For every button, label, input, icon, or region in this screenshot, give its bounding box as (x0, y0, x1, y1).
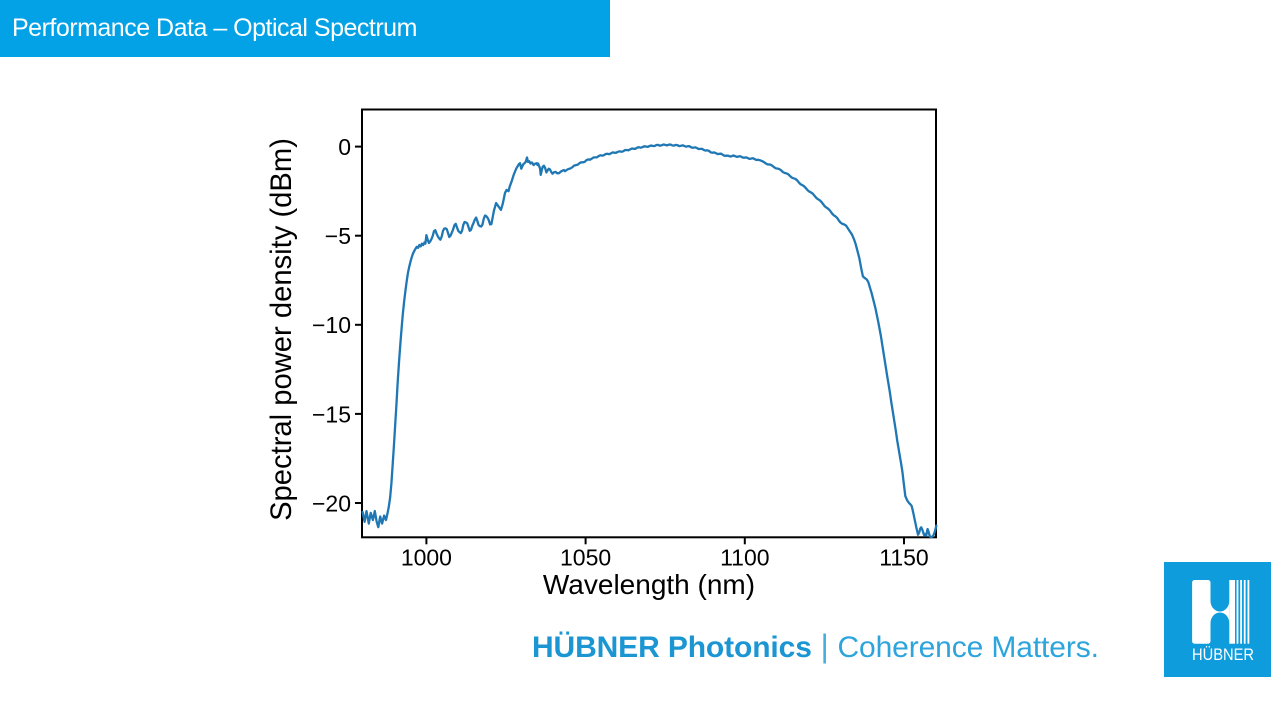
svg-text:1100: 1100 (720, 544, 769, 570)
svg-text:−5: −5 (325, 223, 351, 249)
svg-text:−10: −10 (312, 312, 351, 338)
svg-text:1150: 1150 (879, 544, 928, 570)
svg-text:Spectral power density (dBm): Spectral power density (dBm) (266, 138, 298, 521)
svg-text:Wavelength (nm): Wavelength (nm) (543, 569, 755, 600)
svg-text:−20: −20 (312, 490, 351, 516)
svg-text:1000: 1000 (401, 544, 452, 570)
svg-text:1050: 1050 (560, 544, 611, 570)
svg-text:HÜBNER: HÜBNER (1192, 645, 1254, 664)
svg-text:−15: −15 (312, 401, 351, 427)
svg-text:0: 0 (338, 134, 351, 160)
